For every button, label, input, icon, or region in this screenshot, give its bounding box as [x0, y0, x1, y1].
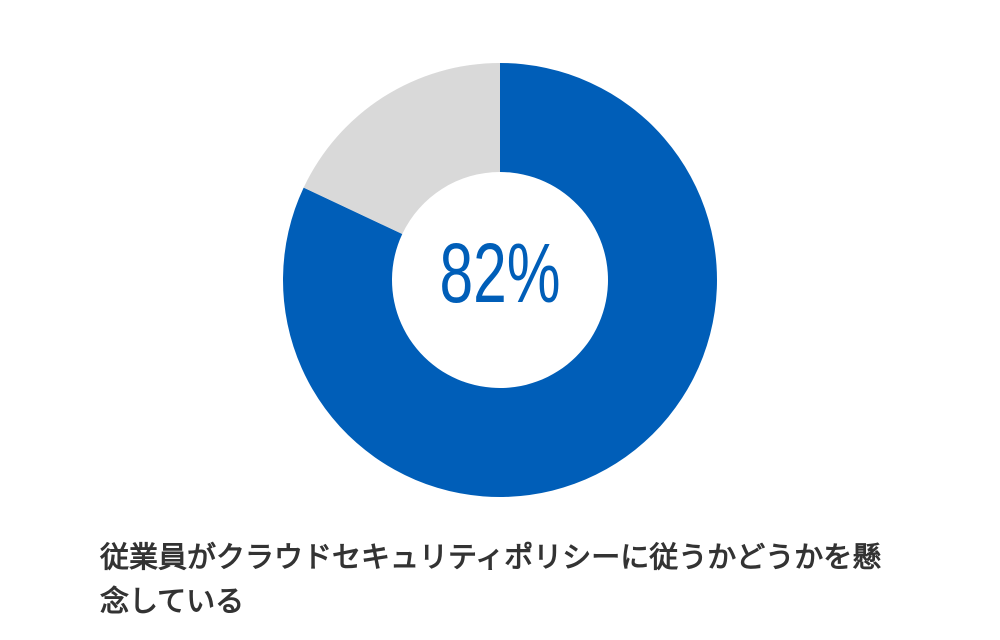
- chart: 82%: [283, 62, 717, 497]
- center-label: 82%: [439, 226, 560, 320]
- donut-segment: [303, 62, 500, 235]
- caption: 従業員がクラウドセキュリティポリシーに従うかどうかを懸念している: [100, 540, 882, 618]
- donut-segment: [283, 63, 717, 497]
